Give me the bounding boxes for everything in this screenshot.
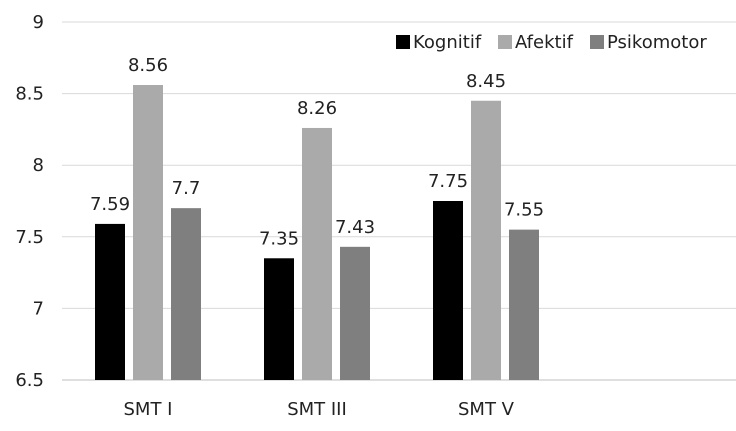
x-axis: SMT I SMT III SMT V: [124, 399, 515, 420]
legend-label: Afektif: [515, 32, 574, 53]
bar-afektif: [471, 100, 501, 380]
y-tick-label: 9: [33, 12, 44, 33]
data-label: 8.26: [297, 98, 337, 119]
y-tick-label: 8: [33, 155, 44, 176]
legend-label: Psikomotor: [607, 32, 707, 53]
bar-kognitif: [264, 258, 294, 380]
bar-kognitif: [433, 201, 463, 380]
x-tick-label: SMT III: [287, 399, 347, 420]
bar-psikomotor: [340, 246, 370, 380]
y-tick-label: 7.5: [15, 227, 44, 248]
legend: Kognitif Afektif Psikomotor: [396, 32, 707, 53]
data-label: 7.35: [259, 228, 299, 249]
data-label: 7.59: [90, 194, 130, 215]
legend-swatch-afektif: [498, 35, 512, 49]
data-label: 7.55: [504, 200, 544, 221]
bar-afektif: [302, 127, 332, 380]
bar-psikomotor: [171, 208, 201, 380]
data-labels: 7.59 7.35 7.75 8.56 8.26 8.45 7.7 7.43 7.55: [90, 55, 544, 249]
bar-afektif: [133, 85, 163, 381]
y-tick-label: 6.5: [15, 370, 44, 391]
bar-kognitif: [95, 223, 125, 380]
x-tick-label: SMT I: [124, 399, 173, 420]
y-axis: 6.5 7 7.5 8 8.5 9: [15, 12, 44, 391]
x-tick-label: SMT V: [458, 399, 515, 420]
bars: [95, 85, 539, 381]
bar-psikomotor: [509, 229, 539, 380]
y-tick-label: 7: [33, 298, 44, 319]
data-label: 7.43: [335, 217, 375, 238]
data-label: 8.45: [466, 71, 506, 92]
data-label: 7.7: [172, 178, 201, 199]
data-label: 8.56: [128, 55, 168, 76]
legend-label: Kognitif: [413, 32, 482, 53]
legend-swatch-kognitif: [396, 35, 410, 49]
data-label: 7.75: [428, 171, 468, 192]
legend-swatch-psikomotor: [590, 35, 604, 49]
y-tick-label: 8.5: [15, 84, 44, 105]
